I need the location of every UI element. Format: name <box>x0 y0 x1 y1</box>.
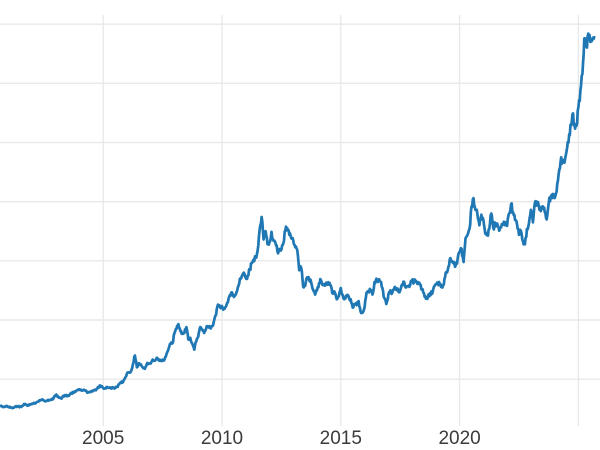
x-tick-label: 2020 <box>438 428 480 449</box>
x-tick-label: 2010 <box>201 428 243 449</box>
price-line-series <box>0 32 596 410</box>
x-tick-label: 2015 <box>320 428 362 449</box>
x-tick-label: 2005 <box>82 428 124 449</box>
